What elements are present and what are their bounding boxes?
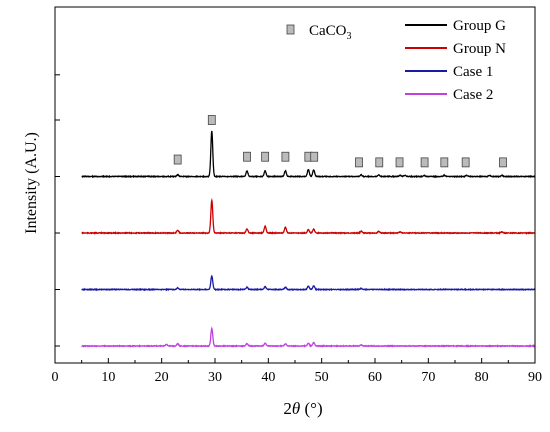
series-line-group-g (81, 130, 536, 179)
legend-label-group-g: Group G (453, 18, 506, 34)
marker-legend-label: CaCO3 (309, 23, 352, 42)
marker-legend-label-base: CaCO (309, 23, 347, 39)
x-tick-label-0: 0 (52, 370, 59, 385)
series-line-case-1 (81, 274, 536, 292)
marker-legend-swatch (286, 24, 295, 35)
caco3-marker (355, 157, 363, 168)
caco3-marker (173, 154, 182, 165)
x-tick-label-30: 30 (208, 370, 222, 385)
x-tick-label-70: 70 (421, 370, 435, 385)
caco3-marker (281, 151, 290, 162)
caco3-marker (499, 157, 507, 168)
marker-legend: CaCO3 (286, 23, 352, 42)
plot-frame (54, 6, 536, 364)
caco3-marker (261, 151, 270, 162)
marker-legend-label-sub: 3 (347, 31, 352, 42)
caco3-marker (395, 157, 404, 168)
caco3-marker (461, 157, 470, 168)
x-tick-label-50: 50 (315, 370, 329, 385)
x-axis-label-unit: (°) (304, 399, 322, 418)
x-tick-label-10: 10 (101, 370, 115, 385)
x-axis-label-prefix: 2 (283, 399, 292, 418)
caco3-marker (310, 151, 319, 162)
caco3-marker (440, 157, 449, 168)
caco3-marker (375, 157, 384, 168)
x-tick-label-90: 90 (528, 370, 542, 385)
caco3-marker (420, 157, 429, 168)
x-axis-label: 2θ (°) (283, 399, 322, 418)
x-tick-label-80: 80 (475, 370, 489, 385)
series-line-group-n (81, 197, 536, 235)
x-tick-label-20: 20 (155, 370, 169, 385)
x-tick-label-60: 60 (368, 370, 382, 385)
legend: Group G Group N Case 1 Case 2 (405, 18, 506, 103)
marker-layer (173, 115, 507, 168)
y-axis-label: Intensity (A.U.) (23, 132, 40, 234)
legend-label-case-2: Case 2 (453, 87, 493, 103)
caco3-marker (243, 151, 251, 162)
legend-label-group-n: Group N (453, 41, 506, 57)
y-axis (55, 74, 60, 347)
x-tick-label-40: 40 (261, 370, 275, 385)
series-line-case-2 (81, 326, 536, 348)
series-layer (81, 130, 536, 348)
legend-label-case-1: Case 1 (453, 64, 493, 80)
caco3-marker (207, 115, 216, 125)
x-axis-label-symbol: θ (292, 399, 300, 418)
x-axis: 0 10 20 30 40 50 60 70 80 90 (52, 358, 542, 385)
